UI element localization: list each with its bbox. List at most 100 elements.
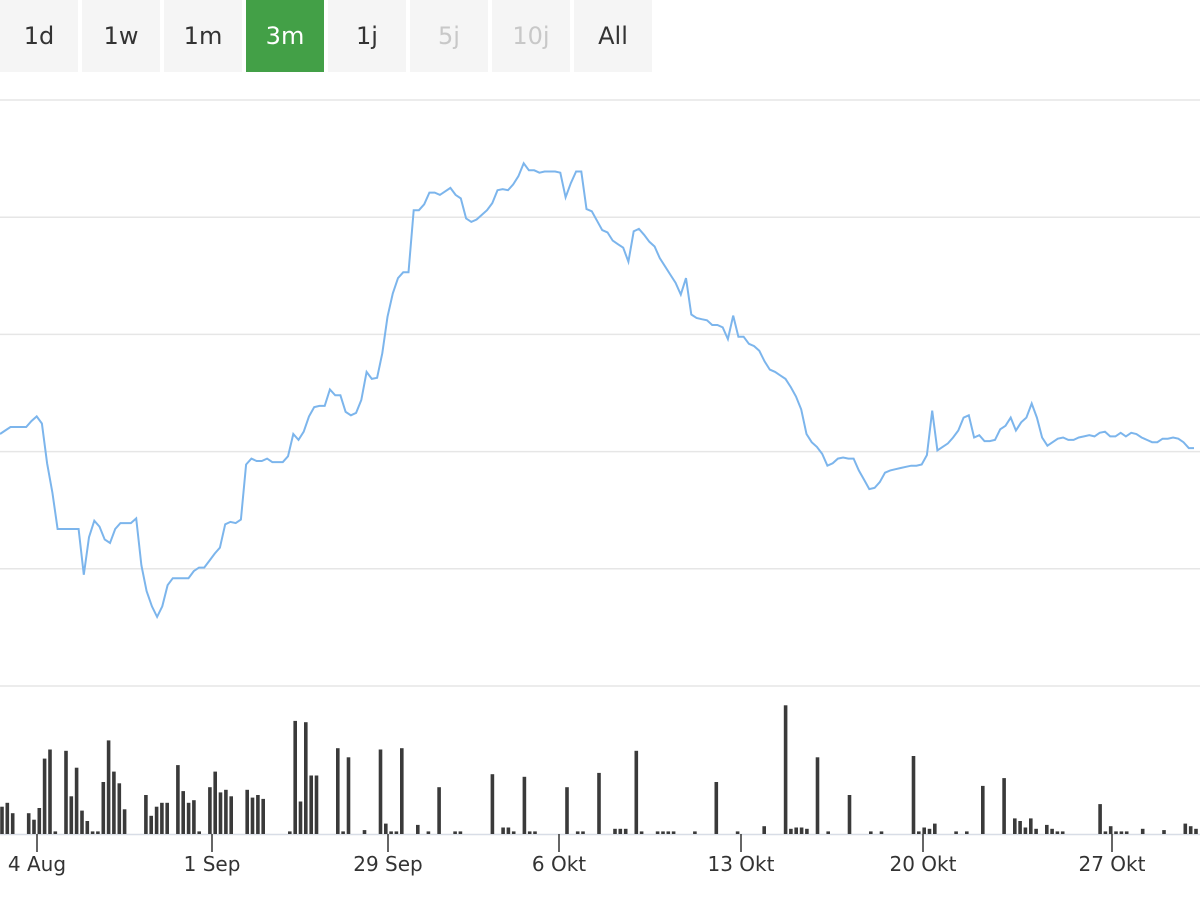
volume-bar: [879, 831, 884, 834]
volume-bar: [634, 750, 639, 834]
range-selector: 1d 1w 1m 3m 1j 5j 10j All: [0, 0, 652, 72]
volume-bar: [197, 831, 201, 834]
volume-bar: [783, 705, 788, 834]
volume-bar: [101, 782, 106, 834]
range-button-1w[interactable]: 1w: [82, 0, 160, 72]
range-button-5j: 5j: [410, 0, 488, 72]
volume-bar: [181, 791, 185, 834]
volume-bar: [112, 771, 116, 834]
volume-bar: [298, 801, 303, 834]
volume-bar: [1034, 828, 1038, 834]
volume-bar: [533, 831, 537, 834]
volume-bar: [618, 828, 623, 834]
volume-bar: [314, 775, 319, 834]
volume-bar: [693, 831, 697, 834]
volume-bar: [613, 828, 617, 834]
volume-bar: [453, 831, 457, 834]
range-button-10j: 10j: [492, 0, 570, 72]
volume-bar: [1140, 828, 1145, 834]
volume-bar: [304, 722, 308, 834]
volume-bar: [250, 797, 255, 834]
volume-bar: [826, 831, 830, 834]
volume-bar: [32, 819, 36, 834]
volume-bar: [218, 792, 223, 834]
volume-bar: [671, 831, 676, 834]
volume-bar: [527, 831, 532, 834]
volume-bar: [5, 802, 10, 834]
volume-bar: [869, 831, 873, 834]
volume-bar: [309, 775, 313, 834]
volume-bar: [160, 802, 164, 834]
range-button-3m[interactable]: 3m: [246, 0, 324, 72]
volume-bar: [0, 806, 4, 834]
x-axis: 4 Aug 1 Sep 29 Sep 6 Okt 13 Okt 20 Okt 27 Okt: [8, 834, 1146, 876]
volume-bar: [389, 831, 393, 834]
volume-bar: [346, 757, 351, 834]
volume-bar: [288, 831, 292, 834]
volume-bar: [805, 828, 809, 834]
volume-bar: [341, 831, 345, 834]
volume-bar: [192, 800, 196, 834]
volume-bar: [208, 787, 212, 834]
volume-bar: [384, 823, 388, 834]
volume-bar: [416, 824, 420, 834]
range-button-all[interactable]: All: [574, 0, 652, 72]
volume-bar: [154, 806, 159, 834]
volume-bar: [186, 802, 191, 834]
volume-series: [0, 705, 1198, 834]
volume-bar: [261, 798, 265, 834]
volume-bar: [245, 789, 249, 834]
price-line[interactable]: [0, 161, 1194, 620]
volume-bar: [1188, 826, 1193, 834]
volume-bar: [714, 782, 719, 834]
volume-bar: [42, 758, 47, 834]
volume-bar: [96, 831, 100, 834]
volume-bar: [927, 828, 932, 834]
volume-bar: [106, 740, 111, 834]
volume-bar: [1098, 804, 1102, 834]
volume-bar: [789, 828, 793, 834]
volume-bar: [336, 748, 340, 834]
volume-bar: [511, 831, 516, 834]
volume-bar: [74, 767, 79, 834]
range-button-1d[interactable]: 1d: [0, 0, 78, 72]
volume-bar: [1050, 828, 1054, 834]
volume-bar: [144, 795, 148, 834]
x-tick-label: 29 Sep: [353, 852, 423, 876]
x-tick-label: 20 Okt: [890, 852, 957, 876]
volume-bar: [224, 789, 228, 834]
volume-bar: [256, 795, 260, 834]
range-button-1j[interactable]: 1j: [328, 0, 406, 72]
volume-bar: [965, 831, 969, 834]
volume-bar: [69, 796, 74, 834]
volume-bar: [735, 831, 740, 834]
volume-bar: [458, 831, 463, 834]
volume-bar: [293, 720, 297, 834]
volume-bar: [122, 809, 127, 834]
volume-bar: [522, 776, 527, 834]
volume-bar: [911, 756, 916, 834]
volume-bar: [1103, 831, 1108, 834]
volume-bar: [26, 813, 31, 834]
volume-bar: [437, 787, 441, 834]
volume-bar: [48, 749, 52, 834]
volume-bar: [229, 796, 233, 834]
volume-bar: [426, 831, 431, 834]
volume-bar: [1108, 826, 1113, 834]
volume-bar: [623, 828, 628, 834]
volume-bar: [847, 795, 852, 834]
range-button-1m[interactable]: 1m: [164, 0, 242, 72]
volume-bar: [506, 827, 511, 834]
volume-bar: [378, 749, 383, 834]
volume-bar: [53, 831, 58, 834]
volume-bar: [80, 810, 84, 834]
volume-bar: [794, 827, 798, 834]
volume-bar: [815, 757, 820, 834]
volume-bar: [1045, 824, 1049, 834]
volume-bar: [1162, 830, 1166, 834]
volume-bar: [362, 830, 367, 834]
volume-bar: [176, 765, 180, 834]
volume-bar: [165, 802, 169, 834]
volume-bar: [1124, 831, 1129, 834]
